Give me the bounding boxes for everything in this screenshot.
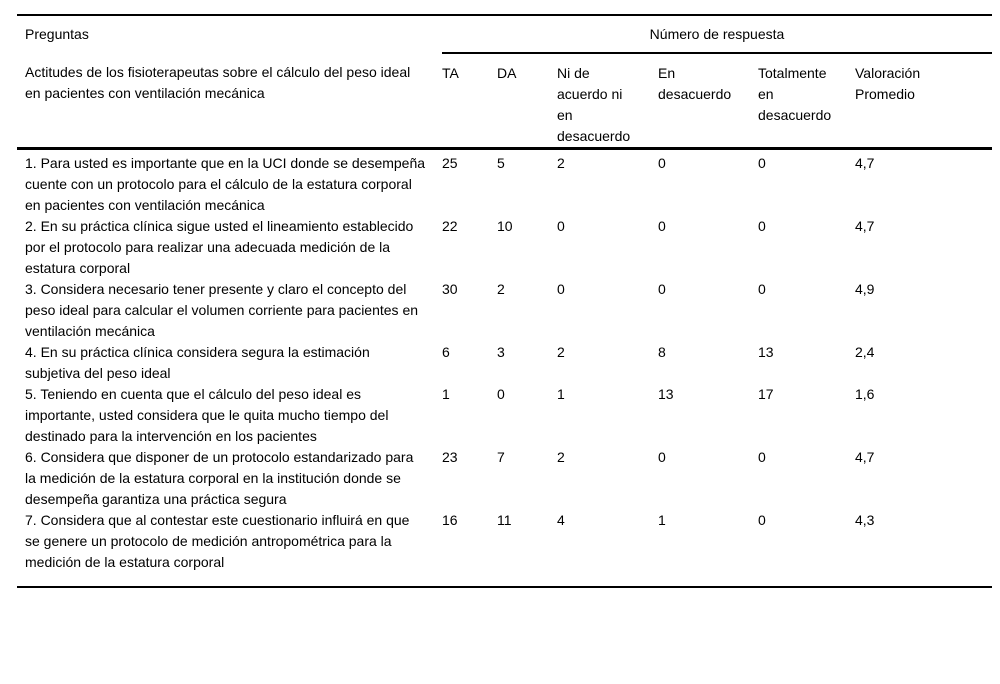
question-cell: 3. Considera necesario tener presente y …: [25, 281, 419, 339]
value-cell-ta: 22: [442, 218, 458, 234]
value-cell-en-desacuerdo: 0: [658, 155, 666, 171]
table-body: 1. Para usted es importante que en la UC…: [17, 149, 992, 588]
value-cell-totalmente: 0: [758, 155, 766, 171]
numero-respuesta-header: Número de respuesta: [442, 15, 992, 54]
value-cell-valoracion: 4,7: [855, 155, 875, 171]
value-cell-ta: 1: [442, 386, 450, 402]
question-cell: 2. En su práctica clínica sigue usted el…: [25, 218, 414, 276]
value-cell-ni-acuerdo: 4: [557, 512, 565, 528]
value-cell-en-desacuerdo: 13: [658, 386, 674, 402]
value-cell-da: 5: [497, 155, 505, 171]
value-cell-totalmente: 13: [758, 344, 774, 360]
table-header: Preguntas Número de respuesta Actitudes …: [17, 15, 992, 150]
value-cell-ni-acuerdo: 0: [557, 218, 565, 234]
header-row-top: Preguntas Número de respuesta: [17, 15, 992, 54]
value-cell-ta: 25: [442, 155, 458, 171]
value-cell-totalmente: 0: [758, 281, 766, 297]
col-header-en-desacuerdo: En desacuerdo: [658, 53, 758, 150]
attitudes-table: Preguntas Número de respuesta Actitudes …: [17, 14, 992, 588]
value-cell-en-desacuerdo: 1: [658, 512, 666, 528]
table-row: 3. Considera necesario tener presente y …: [17, 279, 992, 342]
preguntas-header: Preguntas: [25, 26, 89, 42]
value-cell-en-desacuerdo: 8: [658, 344, 666, 360]
col-header-totalmente-desacuerdo: Totalmente en desacuerdo: [758, 53, 855, 150]
value-cell-valoracion: 4,7: [855, 449, 875, 465]
value-cell-valoracion: 4,3: [855, 512, 875, 528]
header-row-sub: Actitudes de los fisioterapeutas sobre e…: [17, 53, 992, 150]
value-cell-en-desacuerdo: 0: [658, 449, 666, 465]
question-cell: 6. Considera que disponer de un protocol…: [25, 449, 414, 507]
table-row: 6. Considera que disponer de un protocol…: [17, 447, 992, 510]
question-cell: 7. Considera que al contestar este cuest…: [25, 512, 410, 570]
table-row: 1. Para usted es importante que en la UC…: [17, 149, 992, 217]
value-cell-da: 7: [497, 449, 505, 465]
table-row: 5. Teniendo en cuenta que el cálculo del…: [17, 384, 992, 447]
col-header-ni-acuerdo: Ni de acuerdo ni en desacuerdo: [557, 53, 658, 150]
actitudes-header: Actitudes de los fisioterapeutas sobre e…: [17, 53, 442, 150]
value-cell-ta: 30: [442, 281, 458, 297]
col-header-ta: TA: [442, 53, 497, 150]
value-cell-valoracion: 4,9: [855, 281, 875, 297]
value-cell-totalmente: 17: [758, 386, 774, 402]
value-cell-ni-acuerdo: 0: [557, 281, 565, 297]
value-cell-valoracion: 4,7: [855, 218, 875, 234]
value-cell-ta: 6: [442, 344, 450, 360]
col-header-valoracion-promedio: Valoración Promedio: [855, 53, 992, 150]
value-cell-ni-acuerdo: 2: [557, 155, 565, 171]
question-cell: 5. Teniendo en cuenta que el cálculo del…: [25, 386, 389, 444]
value-cell-da: 11: [497, 512, 512, 528]
value-cell-ni-acuerdo: 2: [557, 449, 565, 465]
value-cell-ni-acuerdo: 2: [557, 344, 565, 360]
value-cell-da: 0: [497, 386, 505, 402]
value-cell-da: 2: [497, 281, 505, 297]
value-cell-en-desacuerdo: 0: [658, 281, 666, 297]
table-row: 2. En su práctica clínica sigue usted el…: [17, 216, 992, 279]
question-cell: 1. Para usted es importante que en la UC…: [25, 155, 426, 213]
col-header-da: DA: [497, 53, 557, 150]
value-cell-ta: 23: [442, 449, 458, 465]
table-row: 7. Considera que al contestar este cuest…: [17, 510, 992, 587]
value-cell-totalmente: 0: [758, 512, 766, 528]
table-row: 4. En su práctica clínica considera segu…: [17, 342, 992, 384]
value-cell-en-desacuerdo: 0: [658, 218, 666, 234]
value-cell-totalmente: 0: [758, 449, 766, 465]
value-cell-ni-acuerdo: 1: [557, 386, 565, 402]
value-cell-valoracion: 2,4: [855, 344, 875, 360]
value-cell-totalmente: 0: [758, 218, 766, 234]
value-cell-valoracion: 1,6: [855, 386, 875, 402]
value-cell-ta: 16: [442, 512, 458, 528]
value-cell-da: 10: [497, 218, 513, 234]
value-cell-da: 3: [497, 344, 505, 360]
question-cell: 4. En su práctica clínica considera segu…: [25, 344, 370, 381]
